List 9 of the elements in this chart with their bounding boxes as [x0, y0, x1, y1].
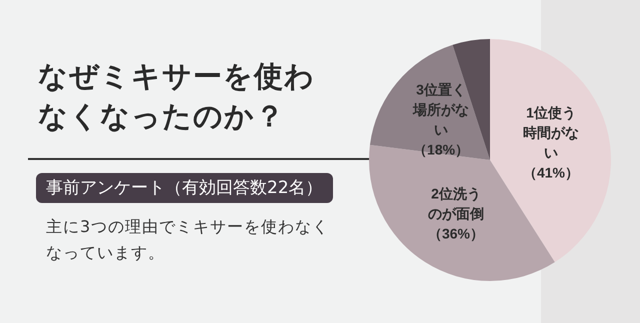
slice-label: 1位使う時間がない	[522, 104, 579, 160]
slice-label: 2位洗うのが面倒	[428, 186, 484, 222]
data-label: （36%）	[428, 226, 484, 242]
text: 事前アンケート（有効回答数22名）	[36, 173, 333, 203]
data-label: （18%）	[413, 142, 470, 158]
data-label: （41%）	[522, 164, 579, 180]
text: 主に3つの理由でミキサーを使わなくなっています。	[46, 216, 330, 264]
text: なぜミキサーを使わなくなったのか？	[38, 58, 316, 135]
slice-label: 3位置く場所がない	[412, 82, 470, 138]
